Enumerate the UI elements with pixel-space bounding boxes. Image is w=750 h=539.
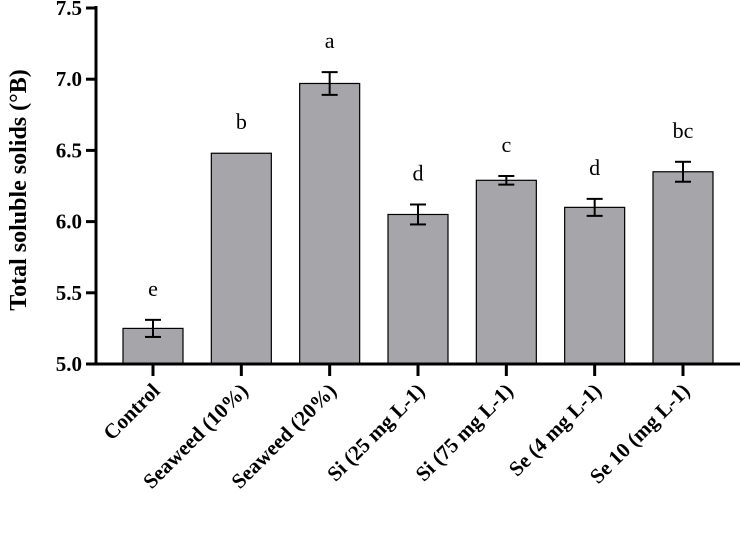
y-axis: 5.0 5.5 6.0 6.5 7.0 7.5 <box>56 0 98 376</box>
significance-label: c <box>501 132 511 157</box>
y-tick-label: 5.5 <box>56 281 82 305</box>
significance-label: a <box>325 28 335 53</box>
bar <box>387 213 449 365</box>
y-tick-label: 6.5 <box>56 138 82 162</box>
significance-label: d <box>589 155 600 180</box>
y-tick-label: 5.0 <box>56 352 82 376</box>
y-tick-label: 6.0 <box>56 210 82 234</box>
bar <box>210 152 272 365</box>
bars: e b a d c d bc <box>122 28 714 365</box>
y-tick-label: 7.0 <box>56 67 82 91</box>
significance-label: e <box>148 276 158 301</box>
bar <box>475 179 537 365</box>
significance-label: b <box>236 109 247 134</box>
bar <box>564 206 626 365</box>
significance-label: bc <box>673 118 694 143</box>
bar <box>299 82 361 365</box>
bar <box>652 171 714 365</box>
y-tick-label: 7.5 <box>56 0 82 20</box>
y-axis-label: Total soluble solids (°B) <box>6 69 32 310</box>
significance-label: d <box>413 161 424 186</box>
x-tick-label: Control <box>98 378 164 444</box>
